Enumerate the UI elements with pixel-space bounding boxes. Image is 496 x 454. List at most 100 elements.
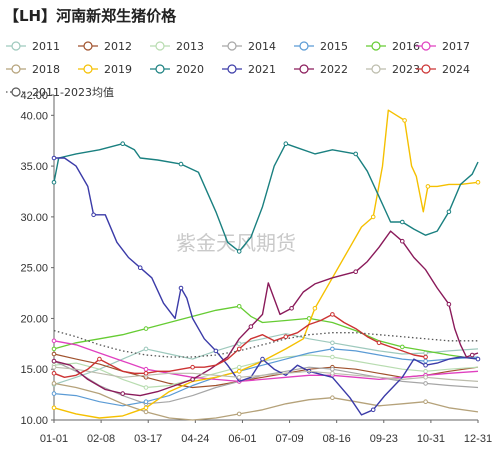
series-point [190,377,195,382]
chart-series [51,109,481,421]
y-tick-label: 15.00 [20,364,48,376]
series-line-0 [53,333,479,386]
series-point [51,364,57,370]
series-point [213,348,219,354]
legend-item: 2022 [294,63,348,76]
series-point [236,341,242,347]
series-point [51,391,57,396]
legend-label: 2022 [320,63,348,76]
series-point [143,399,149,405]
legend-swatch-marker [227,64,237,74]
series-point [51,155,57,161]
series-point [330,340,335,346]
series-line-14 [53,329,478,358]
legend-item: 2011 [6,40,60,53]
series-point [330,395,335,401]
y-tick-label: 10.00 [20,415,48,427]
series-line-8 [53,109,479,419]
series-point [97,356,102,362]
series-point [51,338,57,344]
series-point [283,334,289,340]
legend-label: 2011 [32,40,60,53]
series-point [289,306,294,311]
series-point [178,285,184,291]
legend-item: 2015 [294,40,348,53]
legend-item: 2013 [150,40,204,53]
legend-item: 2016 [366,40,420,53]
series-point [423,399,428,405]
legend-label: 2020 [176,63,204,76]
x-tick-label: 06-01 [228,433,256,445]
series-point [423,354,428,360]
legend-label: 2017 [442,40,470,53]
legend-item: 2020 [150,63,204,76]
series-point [376,340,382,346]
legend-item: 2019 [78,63,132,76]
series-point [51,180,57,185]
series-point [143,346,149,352]
series-point [248,324,254,329]
series-point [353,151,359,157]
series-line-4 [53,348,479,407]
legend-label: 2023 [392,63,420,76]
legend-swatch-marker [421,41,431,51]
series-point [400,238,405,244]
series-point [423,362,428,368]
series-point [143,405,149,411]
series-point [190,364,195,370]
legend-swatch-marker [11,87,21,97]
legend-item: 2014 [222,40,276,53]
x-tick-label: 04-24 [181,433,209,445]
series-point [423,381,428,386]
series-point [236,346,242,352]
legend-item: 2021 [222,63,276,76]
legend-label: 2021 [248,63,276,76]
series-point [370,214,376,220]
series-point [143,409,149,415]
series-point [260,356,265,362]
series-point [469,352,475,358]
series-point [236,249,242,254]
series-point [423,369,428,374]
legend-label: 2014 [248,40,276,53]
y-tick-label: 30.00 [20,212,48,224]
series-point [236,375,242,380]
series-point [330,371,335,376]
series-point [51,371,57,376]
series-point [446,301,452,307]
series-point [120,391,125,396]
series-point [236,364,242,370]
chart-title: 【LH】河南新郑生猪价格 [4,7,177,25]
y-tick-label: 25.00 [20,263,48,275]
legend-swatch-marker [421,64,431,74]
series-point [143,371,149,376]
legend-item: 2012 [78,40,132,53]
x-tick-label: 07-09 [275,433,303,445]
x-tick-label: 12-31 [464,433,492,445]
legend-item: 2017 [416,40,470,53]
legend-label: 2013 [176,40,204,53]
series-point [330,354,335,360]
series-point [446,209,452,215]
legend-item: 2023 [366,63,420,76]
series-point [475,356,481,362]
series-point [236,411,242,417]
series-point [425,184,431,189]
series-line-12 [53,366,479,382]
y-tick-label: 42.00 [20,90,48,102]
legend-swatch-marker [371,64,381,74]
legend-label: 2011-2023均值 [32,86,114,99]
legend-swatch-marker [299,41,309,51]
series-point [236,304,242,309]
y-tick-label: 35.00 [20,161,48,173]
series-line-9 [53,142,479,253]
series-line-11 [53,230,479,397]
legend-label: 2019 [104,63,132,76]
series-point [51,405,57,411]
legend-label: 2016 [392,40,420,53]
series-point [137,265,143,271]
x-tick-label: 01-01 [40,433,68,445]
series-line-5 [53,305,479,360]
series-point [143,366,149,372]
